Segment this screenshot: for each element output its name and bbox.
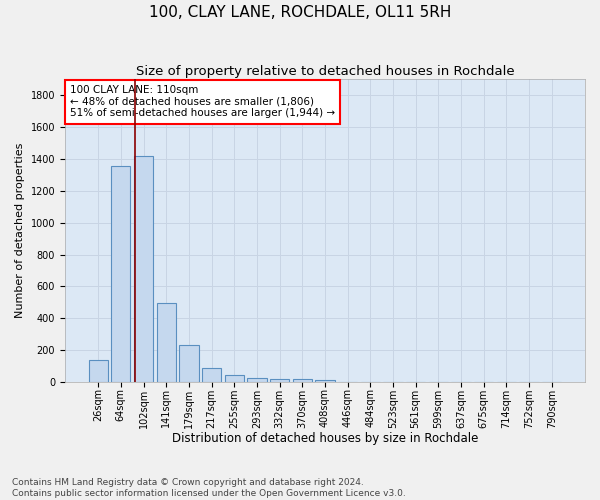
Bar <box>293 379 312 382</box>
Y-axis label: Number of detached properties: Number of detached properties <box>15 143 25 318</box>
Bar <box>89 360 108 382</box>
Bar <box>247 378 266 382</box>
Bar <box>224 374 244 382</box>
Bar <box>202 368 221 382</box>
Bar <box>134 156 153 382</box>
Bar <box>179 346 199 382</box>
Bar <box>270 379 289 382</box>
X-axis label: Distribution of detached houses by size in Rochdale: Distribution of detached houses by size … <box>172 432 478 445</box>
Text: 100, CLAY LANE, ROCHDALE, OL11 5RH: 100, CLAY LANE, ROCHDALE, OL11 5RH <box>149 5 451 20</box>
Bar <box>316 380 335 382</box>
Text: 100 CLAY LANE: 110sqm
← 48% of detached houses are smaller (1,806)
51% of semi-d: 100 CLAY LANE: 110sqm ← 48% of detached … <box>70 85 335 118</box>
Bar <box>157 303 176 382</box>
Bar <box>111 166 130 382</box>
Title: Size of property relative to detached houses in Rochdale: Size of property relative to detached ho… <box>136 65 514 78</box>
Text: Contains HM Land Registry data © Crown copyright and database right 2024.
Contai: Contains HM Land Registry data © Crown c… <box>12 478 406 498</box>
